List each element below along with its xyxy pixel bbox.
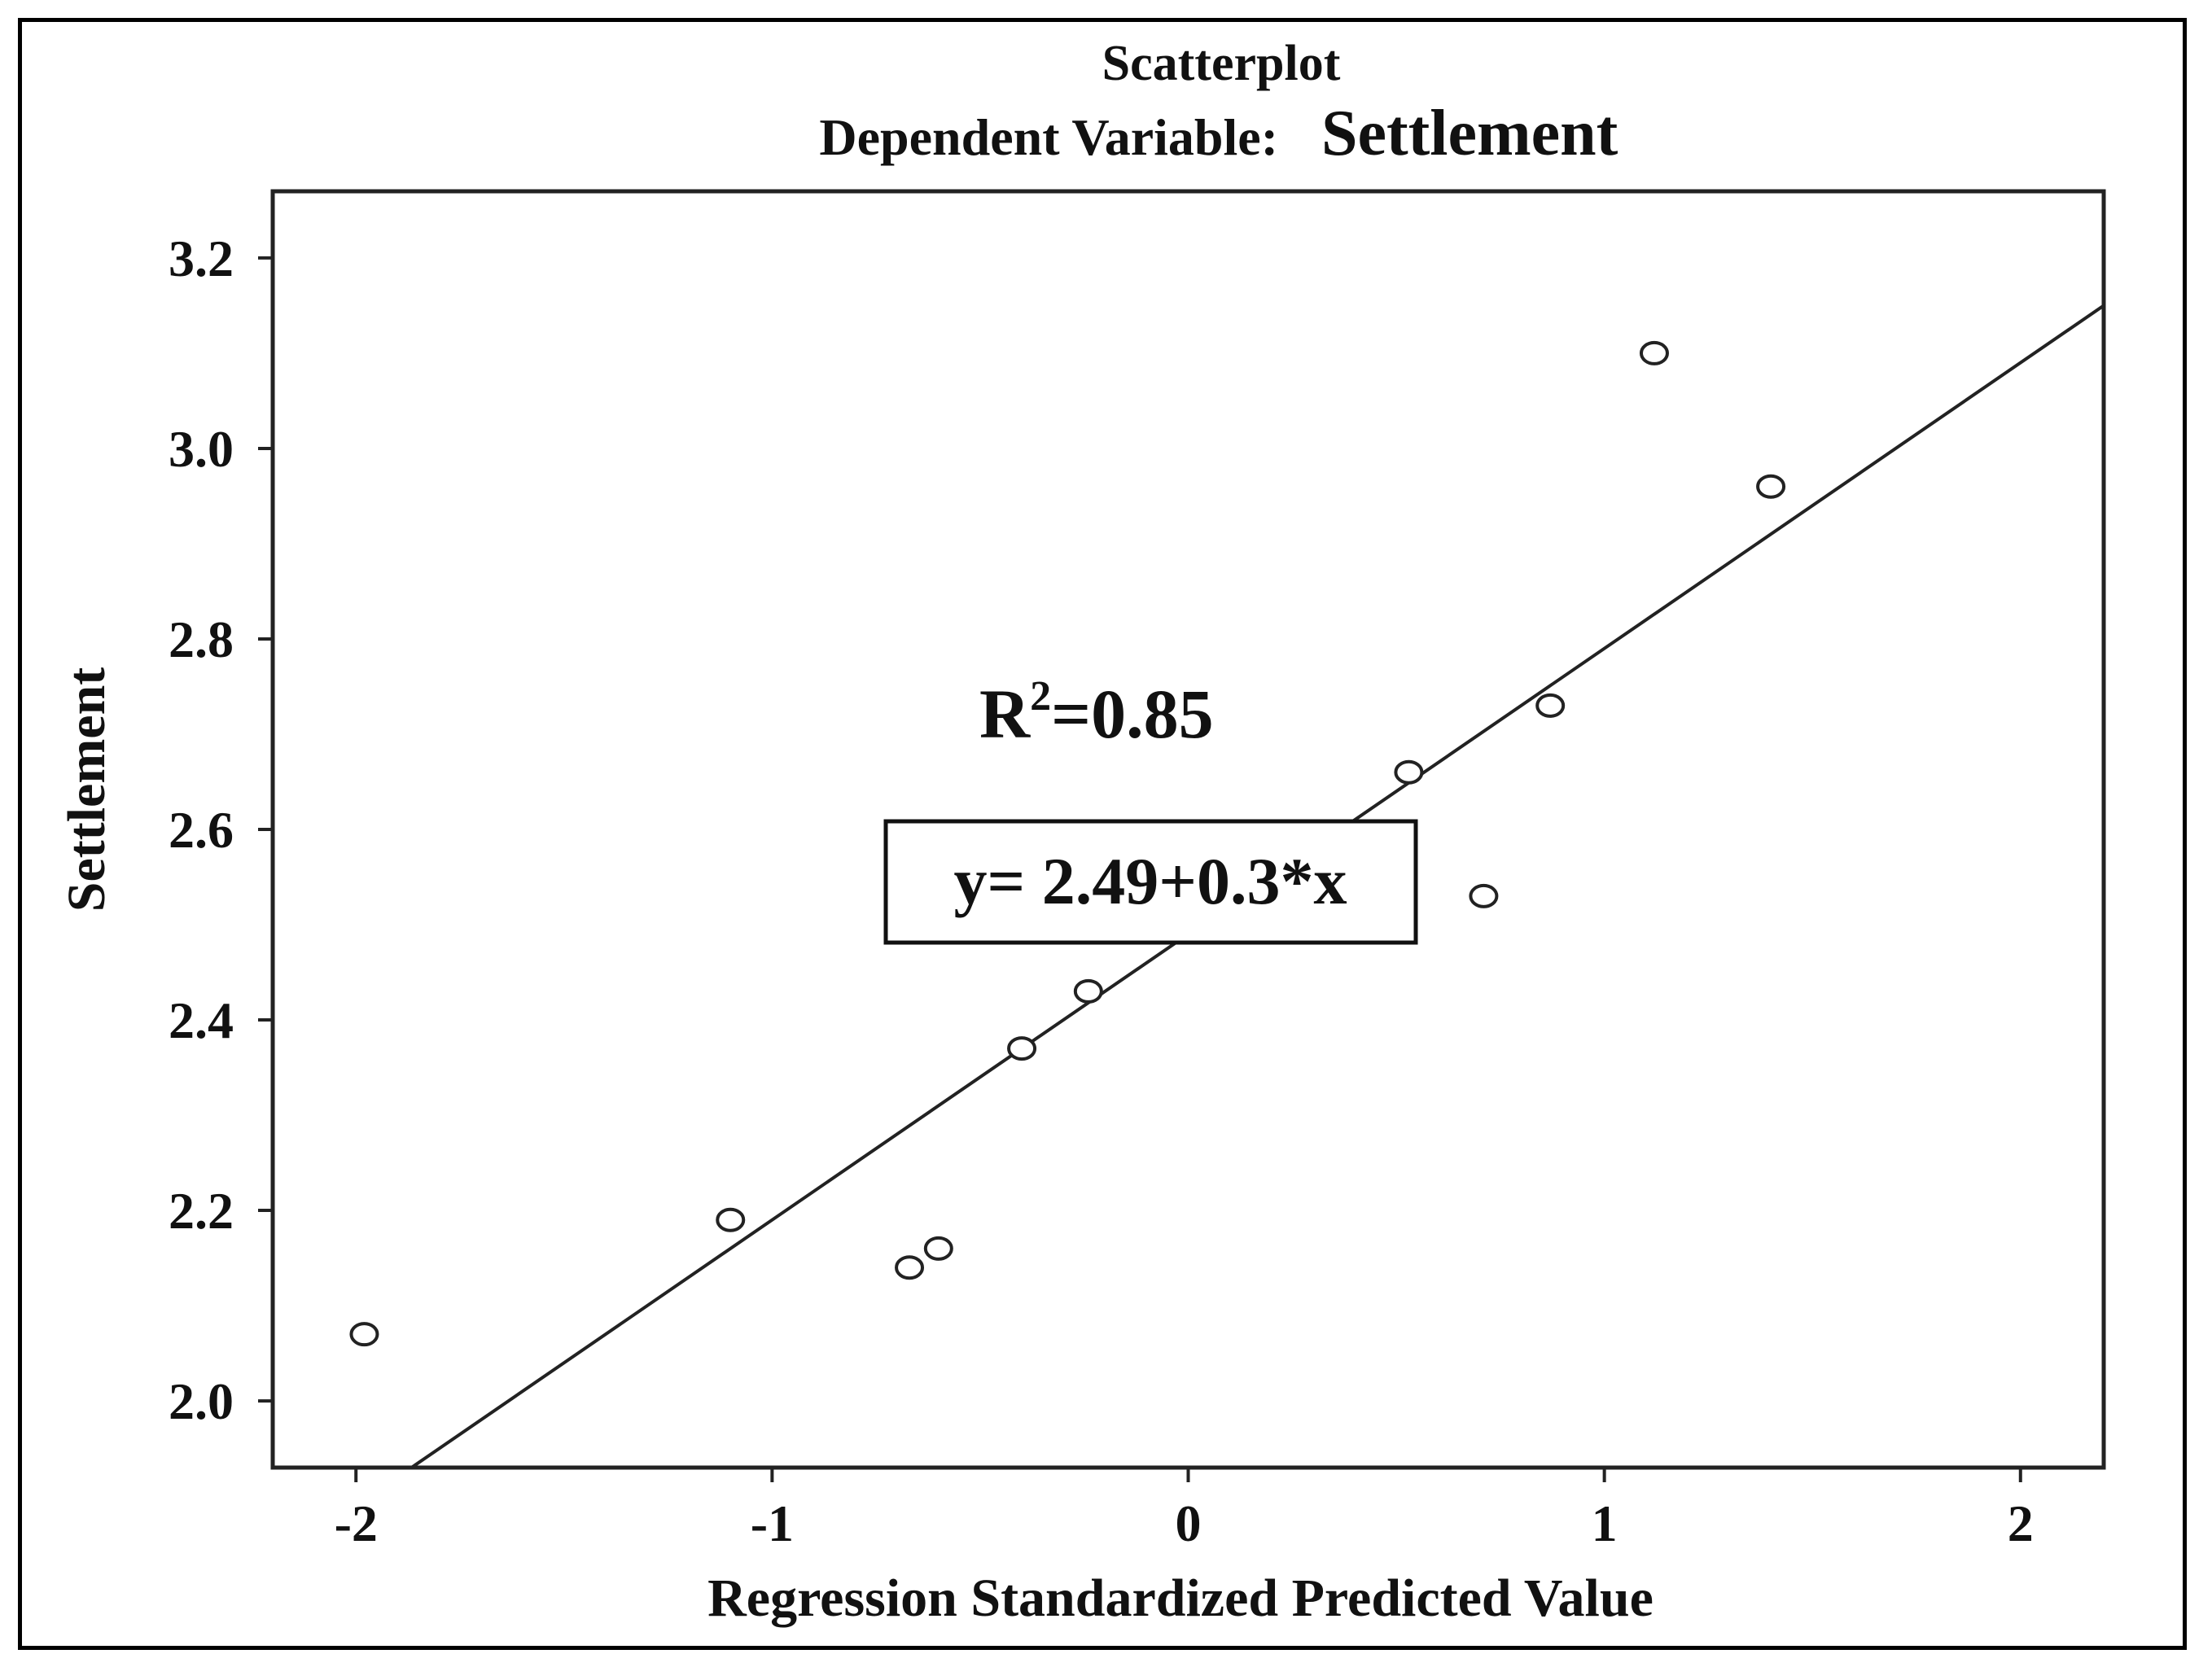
x-axis: -2 -1 0 1 2 <box>335 1468 2034 1552</box>
chart-subtitle-variable: Settlement <box>1321 98 1618 169</box>
data-point <box>349 1322 379 1347</box>
x-tick-label: 1 <box>1592 1494 1618 1552</box>
data-points <box>349 340 1786 1347</box>
data-point <box>1639 340 1669 365</box>
y-tick-label: 2.6 <box>169 801 234 859</box>
data-point <box>1469 883 1499 908</box>
y-tick-label: 2.2 <box>169 1182 234 1240</box>
data-point <box>1073 978 1103 1004</box>
r-squared-annotation: R2=0.85 <box>979 673 1214 753</box>
x-tick-label: 2 <box>2008 1494 2034 1552</box>
x-tick-label: 0 <box>1176 1494 1202 1552</box>
r-squared-superscript: 2 <box>1030 673 1051 720</box>
regression-equation: y= 2.49+0.3*x <box>954 844 1347 918</box>
y-tick-label: 3.2 <box>169 230 234 287</box>
r-squared-prefix: R <box>979 675 1031 753</box>
y-axis: 2.0 2.2 2.4 2.6 2.8 3.0 3.2 <box>169 230 273 1430</box>
data-point <box>1535 693 1566 718</box>
equation-box <box>883 819 1418 945</box>
figure-frame <box>18 18 2187 1650</box>
y-tick-label: 2.0 <box>169 1372 234 1430</box>
r-squared-value: =0.85 <box>1051 675 1214 753</box>
data-point <box>716 1207 746 1232</box>
chart-title: Scatterplot <box>1102 36 1341 91</box>
y-axis-label: Settlement <box>57 667 116 912</box>
data-point <box>923 1236 953 1261</box>
x-axis-label: Regression Standardized Predicted Value <box>707 1569 1654 1628</box>
data-point <box>1756 474 1786 499</box>
y-tick-label: 3.0 <box>169 420 234 478</box>
y-tick-label: 2.4 <box>169 991 234 1049</box>
data-point <box>1007 1036 1037 1061</box>
data-point <box>1394 759 1424 785</box>
chart-subtitle-prefix: Dependent Variable: <box>819 108 1278 166</box>
data-point <box>895 1255 925 1280</box>
y-tick-label: 2.8 <box>169 610 234 668</box>
x-tick-label: -2 <box>335 1494 378 1552</box>
x-tick-label: -1 <box>751 1494 794 1552</box>
